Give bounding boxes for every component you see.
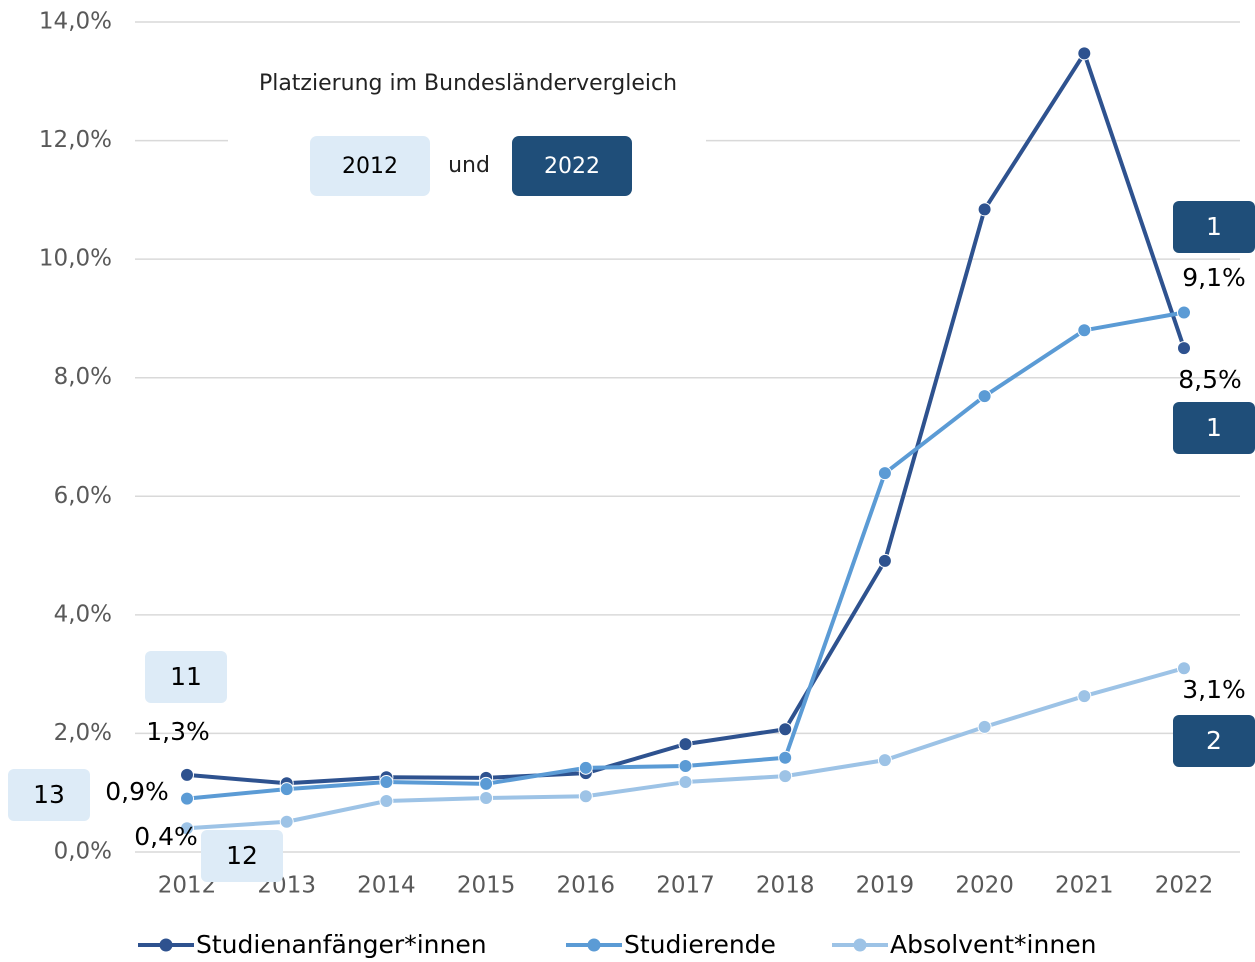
- data-label: 0,9%: [105, 777, 169, 806]
- rank-badge: [145, 651, 227, 703]
- data-point: [678, 759, 693, 774]
- x-tick-label: 2016: [557, 873, 616, 899]
- annotation-joiner: und: [448, 153, 490, 178]
- x-tick-label: 2017: [656, 873, 715, 899]
- legend-label: Studienanfänger*innen: [196, 930, 487, 959]
- legend-marker: [159, 938, 173, 952]
- y-tick-label: 6,0%: [54, 483, 112, 509]
- data-point: [1077, 323, 1092, 338]
- data-point: [1177, 341, 1191, 356]
- data-point: [180, 767, 194, 782]
- y-tick-label: 14,0%: [39, 9, 112, 35]
- legend-badge: [512, 136, 632, 196]
- data-point: [578, 789, 593, 804]
- data-point: [977, 202, 992, 217]
- legend-badge-label: 2012: [342, 154, 398, 179]
- data-point: [1177, 305, 1191, 320]
- data-label: 1,3%: [146, 717, 210, 746]
- data-point: [379, 794, 394, 809]
- data-point: [180, 791, 194, 806]
- data-point: [279, 782, 294, 797]
- data-point: [379, 775, 394, 790]
- y-tick-label: 0,0%: [54, 839, 112, 865]
- data-point: [180, 821, 194, 836]
- legend-label: Studierende: [624, 930, 776, 959]
- data-point: [1077, 46, 1092, 61]
- data-point: [877, 553, 892, 568]
- data-point: [877, 753, 892, 768]
- data-label: 9,1%: [1182, 263, 1246, 292]
- rank-badge: [1173, 402, 1255, 454]
- legend-label: Absolvent*innen: [890, 930, 1096, 959]
- rank-label: 13: [33, 780, 65, 809]
- data-label: 3,1%: [1182, 675, 1246, 704]
- data-point: [678, 775, 693, 790]
- data-point: [678, 737, 693, 752]
- data-label: 8,5%: [1178, 365, 1242, 394]
- data-label: 0,4%: [134, 822, 198, 851]
- legend-badge-label: 2022: [544, 154, 600, 179]
- annotation-title: Platzierung im Bundesländervergleich: [259, 71, 677, 96]
- data-point: [1177, 661, 1191, 676]
- data-point: [778, 722, 793, 737]
- rank-badge: [1173, 201, 1255, 253]
- y-tick-label: 12,0%: [39, 127, 112, 153]
- legend-badge: [310, 136, 430, 196]
- data-point: [279, 814, 294, 829]
- rank-badge: [201, 830, 283, 882]
- legend-marker: [587, 938, 601, 952]
- data-point: [1077, 689, 1092, 704]
- x-tick-label: 2019: [856, 873, 915, 899]
- x-tick-label: 2020: [955, 873, 1014, 899]
- x-tick-label: 2022: [1155, 873, 1214, 899]
- series-line: [186, 310, 1185, 801]
- y-tick-label: 10,0%: [39, 246, 112, 272]
- data-point: [977, 389, 992, 404]
- rank-badge: [1173, 715, 1255, 767]
- legend-marker: [853, 938, 867, 952]
- rank-badge: [8, 769, 90, 821]
- data-point: [877, 466, 892, 481]
- data-point: [977, 719, 992, 734]
- data-point: [479, 776, 494, 791]
- data-point: [778, 769, 793, 784]
- data-point: [479, 791, 494, 806]
- y-tick-label: 2,0%: [54, 720, 112, 746]
- rank-label: 11: [170, 662, 202, 691]
- rank-label: 1: [1206, 413, 1222, 442]
- data-point: [778, 750, 793, 765]
- y-tick-label: 8,0%: [54, 364, 112, 390]
- y-tick-label: 4,0%: [54, 601, 112, 627]
- rank-label: 12: [226, 841, 258, 870]
- x-tick-label: 2021: [1055, 873, 1114, 899]
- x-tick-label: 2018: [756, 873, 815, 899]
- x-tick-label: 2015: [457, 873, 516, 899]
- x-tick-label: 2014: [357, 873, 416, 899]
- data-point: [578, 760, 593, 775]
- rank-label: 1: [1206, 212, 1222, 241]
- rank-label: 2: [1206, 726, 1222, 755]
